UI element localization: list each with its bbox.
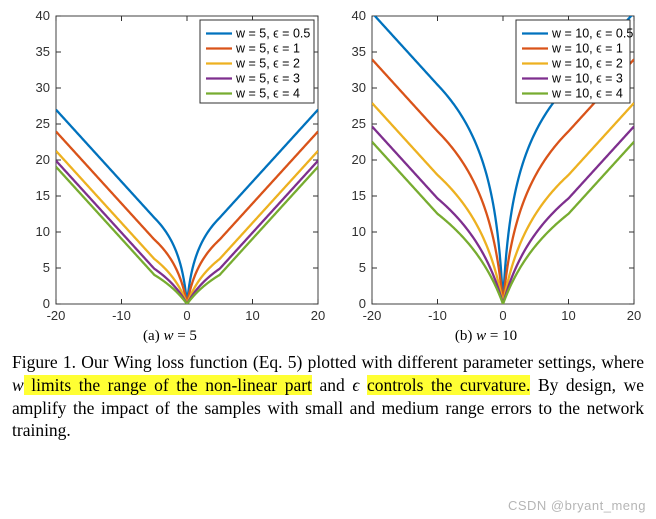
chart-b: -20-10010200510152025303540w = 10, ϵ = 0… — [330, 8, 642, 326]
legend-label: w = 5, ϵ = 4 — [235, 87, 300, 101]
chart-a: -20-10010200510152025303540w = 5, ϵ = 0.… — [14, 8, 326, 326]
x-tick-label: -10 — [112, 308, 131, 323]
y-tick-label: 0 — [43, 296, 50, 311]
y-tick-label: 15 — [352, 188, 366, 203]
charts-row: -20-10010200510152025303540w = 5, ϵ = 0.… — [8, 8, 648, 345]
x-tick-label: 20 — [311, 308, 325, 323]
y-tick-label: 20 — [352, 152, 366, 167]
y-tick-label: 35 — [36, 44, 50, 59]
legend-label: w = 10, ϵ = 0.5 — [551, 27, 633, 41]
legend-label: w = 5, ϵ = 2 — [235, 57, 300, 71]
y-tick-label: 30 — [36, 80, 50, 95]
x-tick-label: 0 — [183, 308, 190, 323]
caption-var-w: w — [12, 375, 24, 395]
y-tick-label: 5 — [359, 260, 366, 275]
x-tick-label: 10 — [561, 308, 575, 323]
y-tick-label: 15 — [36, 188, 50, 203]
caption-highlight-2: controls the curvature. — [367, 375, 530, 395]
legend-label: w = 10, ϵ = 3 — [551, 72, 623, 86]
x-tick-label: 0 — [499, 308, 506, 323]
y-tick-label: 25 — [352, 116, 366, 131]
caption-text: and — [320, 375, 353, 395]
figure-caption: Figure 1. Our Wing loss function (Eq. 5)… — [8, 351, 648, 442]
legend-label: w = 5, ϵ = 0.5 — [235, 27, 310, 41]
legend-label: w = 10, ϵ = 4 — [551, 87, 623, 101]
caption-highlight-1: limits the range of the non-linear part — [24, 375, 312, 395]
y-tick-label: 10 — [36, 224, 50, 239]
legend-label: w = 10, ϵ = 2 — [551, 57, 623, 71]
y-tick-label: 5 — [43, 260, 50, 275]
y-tick-label: 40 — [352, 8, 366, 23]
x-tick-label: -10 — [428, 308, 447, 323]
y-tick-label: 30 — [352, 80, 366, 95]
y-tick-label: 25 — [36, 116, 50, 131]
chart-panel-b: -20-10010200510152025303540w = 10, ϵ = 0… — [330, 8, 642, 345]
chart-panel-a: -20-10010200510152025303540w = 5, ϵ = 0.… — [14, 8, 326, 345]
legend-label: w = 10, ϵ = 1 — [551, 42, 623, 56]
x-tick-label: 10 — [245, 308, 259, 323]
y-tick-label: 0 — [359, 296, 366, 311]
chart-sublabel: (b) w = 10 — [455, 328, 517, 345]
chart-sublabel: (a) w = 5 — [143, 328, 197, 345]
caption-text: Figure 1. Our Wing loss function (Eq. 5)… — [12, 352, 644, 372]
y-tick-label: 35 — [352, 44, 366, 59]
y-tick-label: 20 — [36, 152, 50, 167]
legend-label: w = 5, ϵ = 3 — [235, 72, 300, 86]
caption-space — [359, 375, 367, 395]
y-tick-label: 10 — [352, 224, 366, 239]
x-tick-label: 20 — [627, 308, 641, 323]
watermark: CSDN @bryant_meng — [508, 498, 646, 513]
y-tick-label: 40 — [36, 8, 50, 23]
legend-label: w = 5, ϵ = 1 — [235, 42, 300, 56]
